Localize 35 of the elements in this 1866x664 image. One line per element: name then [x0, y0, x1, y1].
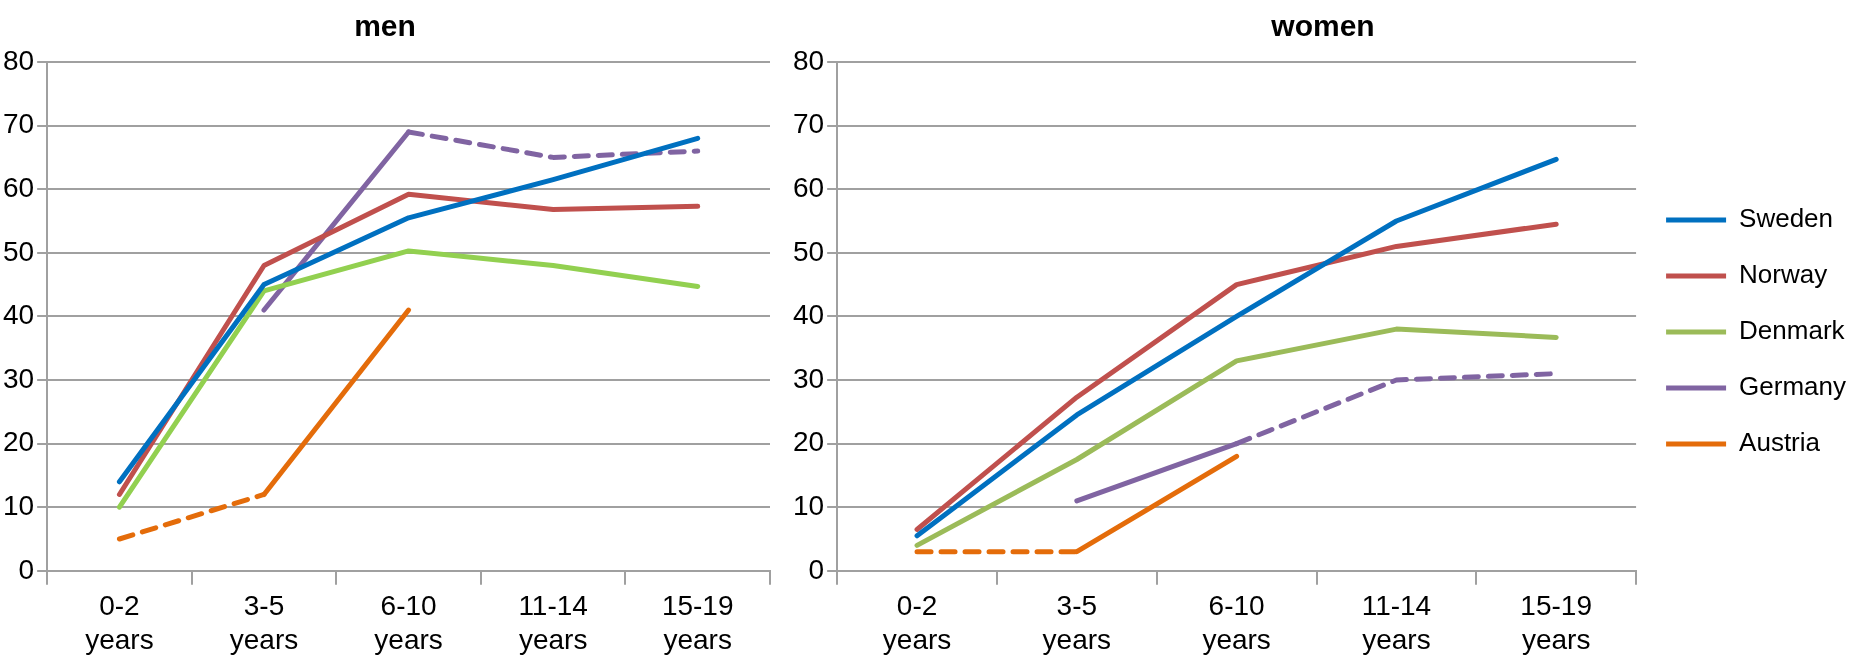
chart-title: men: [354, 9, 416, 43]
y-tick-label: 60: [792, 171, 825, 203]
y-tick-label: 70: [2, 108, 35, 140]
y-tick-label: 60: [2, 171, 35, 203]
x-tick-label: 11-14 years: [1361, 590, 1432, 655]
y-tick-label: 70: [792, 108, 825, 140]
y-tick-label: 0: [808, 553, 825, 585]
y-tick-label: 10: [2, 489, 35, 521]
y-tick-label: 20: [2, 426, 35, 458]
legend-label: Austria: [1739, 427, 1821, 458]
y-tick-label: 10: [792, 489, 825, 521]
x-tick-label: 3-5 years: [229, 590, 299, 655]
y-tick-label: 50: [792, 235, 825, 267]
x-tick-label: 15-19 years: [1520, 590, 1592, 655]
x-tick-label: 15-19 years: [661, 590, 734, 655]
legend-label: Germany: [1739, 371, 1846, 402]
chart-title: women: [1270, 9, 1375, 43]
y-tick-label: 40: [792, 299, 825, 331]
y-tick-label: 0: [18, 553, 35, 585]
x-tick-label: 3-5 years: [1042, 590, 1112, 655]
y-tick-label: 30: [2, 362, 35, 394]
x-tick-label: 0-2 years: [882, 590, 952, 655]
x-tick-label: 6-10 years: [374, 590, 443, 655]
y-tick-label: 80: [2, 44, 35, 76]
y-tick-label: 80: [792, 44, 825, 76]
y-tick-label: 40: [2, 299, 35, 331]
y-tick-label: 20: [792, 426, 825, 458]
y-tick-label: 50: [2, 235, 35, 267]
x-tick-label: 6-10 years: [1202, 590, 1271, 655]
legend-label: Denmark: [1739, 315, 1846, 346]
x-tick-label: 0-2 years: [85, 590, 154, 655]
x-tick-label: 11-14 years: [518, 590, 588, 655]
y-tick-label: 30: [792, 362, 825, 394]
legend-label: Norway: [1739, 259, 1828, 290]
legend-label: Sweden: [1739, 203, 1834, 234]
